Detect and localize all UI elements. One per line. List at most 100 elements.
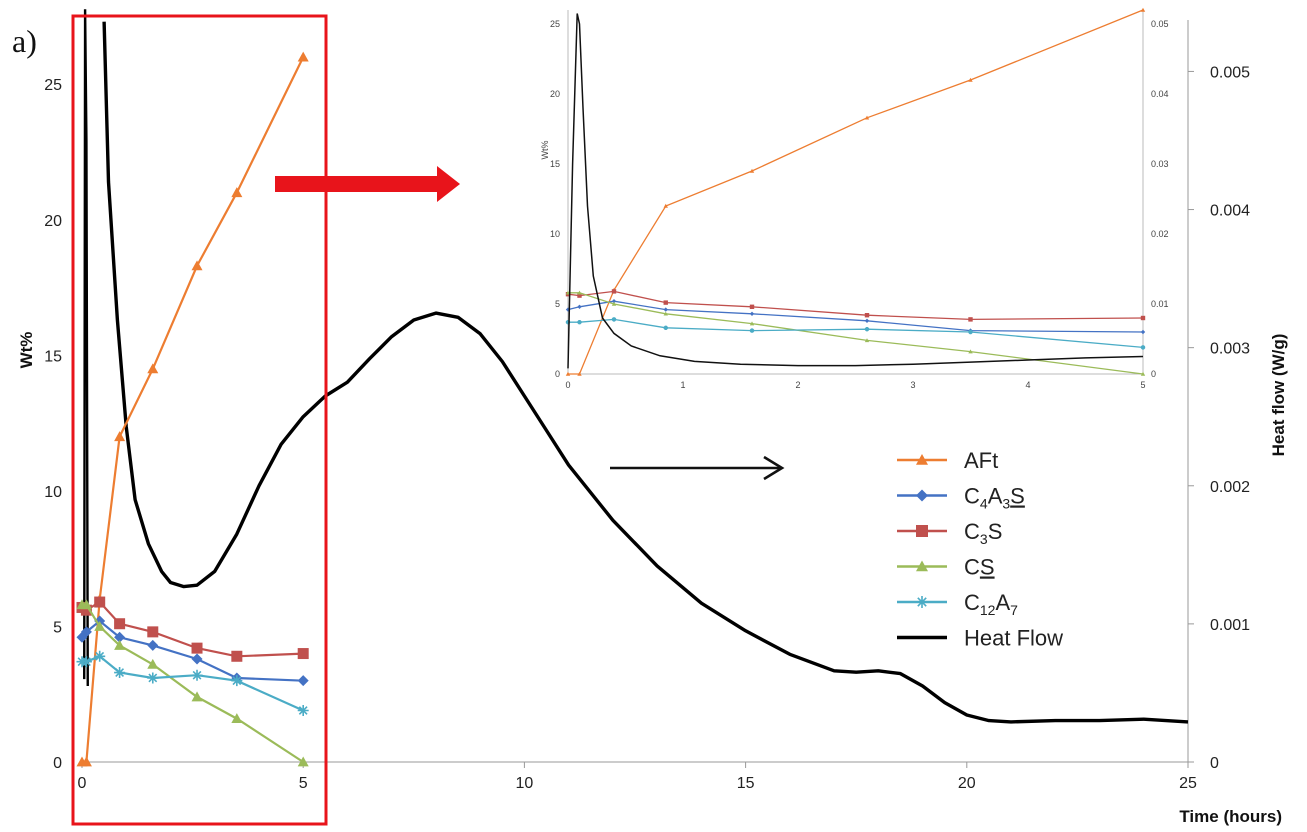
legend-c3s-label: C3S	[964, 519, 1002, 547]
x-tick-label: 20	[958, 775, 976, 792]
series-c3s-point	[80, 604, 92, 616]
legend-c12a7-marker	[916, 596, 928, 608]
inset-y2-tick-label: 0.02	[1151, 229, 1169, 239]
y2-tick-label: 0.004	[1210, 203, 1250, 220]
inset-y2-tick-label: 0.04	[1151, 89, 1169, 99]
heat-flow-line	[102, 21, 1189, 724]
main-axes: 0 5 10 15 20 25051015202500.0010.0020.0030.00…	[44, 20, 1250, 792]
inset-series-aft-point	[1140, 7, 1146, 12]
series-c12a7-point	[94, 650, 106, 662]
series-c3s-point	[191, 642, 203, 654]
y-tick-label: 15	[44, 348, 62, 365]
y-tick-label: 10	[44, 484, 62, 501]
inset-series-cs-point	[611, 301, 617, 306]
y2-tick-label: 0.002	[1210, 479, 1250, 496]
inset-series-c12a7-point	[749, 328, 755, 333]
legend-cs-marker	[916, 560, 928, 572]
inset-x-tick-label: 2	[795, 380, 800, 390]
inset-series-c3s-point	[611, 289, 617, 294]
series-c12a7-point	[114, 667, 126, 679]
series-cs-point	[94, 620, 106, 631]
series-c12a7-line	[82, 655, 304, 712]
inset-series-c12a7-point	[864, 327, 870, 332]
series-c3s-point	[297, 648, 309, 660]
panel-label: a)	[12, 23, 37, 59]
series-aft-line	[82, 56, 305, 764]
zoom-arrow-head	[437, 166, 460, 202]
series-aft-point	[114, 431, 126, 442]
legend-cs-label: CS	[964, 555, 995, 580]
inset-series-c3s-point	[749, 304, 755, 309]
inset-y2-tick-label: 0.03	[1151, 159, 1169, 169]
inset-x-tick-label: 4	[1025, 380, 1030, 390]
inset-series-cs-point	[749, 321, 755, 326]
inset-y-tick-label: 15	[550, 159, 560, 169]
series-c12a7-point	[147, 672, 159, 684]
inset-series-c3s-point	[1140, 315, 1146, 321]
inset-series-c12a7-point	[968, 329, 973, 335]
series-c3s-point	[231, 650, 243, 662]
y2-tick-label: 0.001	[1210, 617, 1250, 634]
series-cs-point	[114, 639, 126, 650]
inset-series-c12a7-point	[1140, 345, 1146, 350]
inset-series-c4a3s-point	[577, 304, 582, 309]
series-c3s-point	[94, 596, 106, 608]
inset-series-c4a3s-point	[611, 299, 617, 304]
inset-y-tick-label: 10	[550, 229, 560, 239]
inset-series-c12a7-point	[577, 320, 582, 325]
y2-axis-title: Heat flow (W/g)	[1269, 334, 1288, 457]
y-tick-label: 25	[44, 77, 62, 94]
series-aft-point	[80, 756, 92, 767]
x-tick-label: 5	[299, 775, 308, 792]
legend-c4a3s-label: C4A3S	[964, 484, 1025, 512]
zoom-arrow-shaft	[275, 176, 441, 192]
inset-series-c4a3s-line	[567, 300, 1144, 333]
series-c4a3s-point	[297, 675, 309, 687]
x-tick-label: 25	[1179, 775, 1197, 792]
zoom-highlight	[71, 14, 785, 826]
inset-y2-tick-label: 0.05	[1151, 19, 1169, 29]
inset-y-tick-label: 5	[555, 299, 560, 309]
x-tick-label: 10	[516, 775, 534, 792]
inset-y-tick-label: 0	[555, 369, 560, 379]
inset-x-tick-label: 3	[910, 380, 915, 390]
zoom-region-box	[71, 14, 328, 826]
series-c12a7-point	[297, 704, 309, 716]
inset-series-c4a3s-point	[864, 318, 870, 323]
series-c12a7-point	[191, 669, 203, 681]
y-tick-label: 20	[44, 213, 62, 230]
inset-series-c3s-point	[968, 317, 973, 322]
inset-series-aft-line	[568, 9, 1144, 375]
inset-background	[540, 4, 1183, 402]
series-c3s-point	[147, 626, 159, 638]
series-aft-point	[231, 187, 243, 198]
inset-series-c12a7-point	[565, 320, 571, 325]
inset-series-cs-point	[864, 338, 870, 343]
y-tick-label: 0	[53, 755, 62, 772]
inset-y-tick-label: 20	[550, 89, 560, 99]
series-c4a3s-point	[191, 653, 203, 665]
inset-series-c3s-point	[864, 313, 870, 318]
inset-series-aft-point	[577, 371, 582, 376]
heat-flow-spike	[83, 9, 89, 687]
inset-series-aft-point	[565, 371, 571, 376]
inset-y-axis-title: Wt%	[540, 141, 550, 160]
inset-x-tick-label: 5	[1140, 380, 1145, 390]
legend-c4a3s-marker	[916, 489, 928, 502]
series-aft-point	[297, 51, 309, 62]
main-series	[76, 9, 1189, 767]
heat-flow-axis-arrowhead	[763, 455, 785, 481]
x-tick-label: 15	[737, 775, 755, 792]
y2-tick-label: 0	[1210, 755, 1219, 772]
series-c12a7-point	[231, 675, 243, 687]
series-cs-point	[191, 691, 203, 702]
legend-aft-marker	[916, 454, 928, 465]
inset-series-cs-point	[968, 349, 973, 354]
series-c4a3s-point	[147, 639, 159, 651]
legend-c3s-marker	[916, 525, 928, 537]
series-c12a7-point	[80, 656, 92, 668]
x-tick-label: 0	[78, 775, 87, 792]
series-aft-point	[147, 363, 159, 374]
